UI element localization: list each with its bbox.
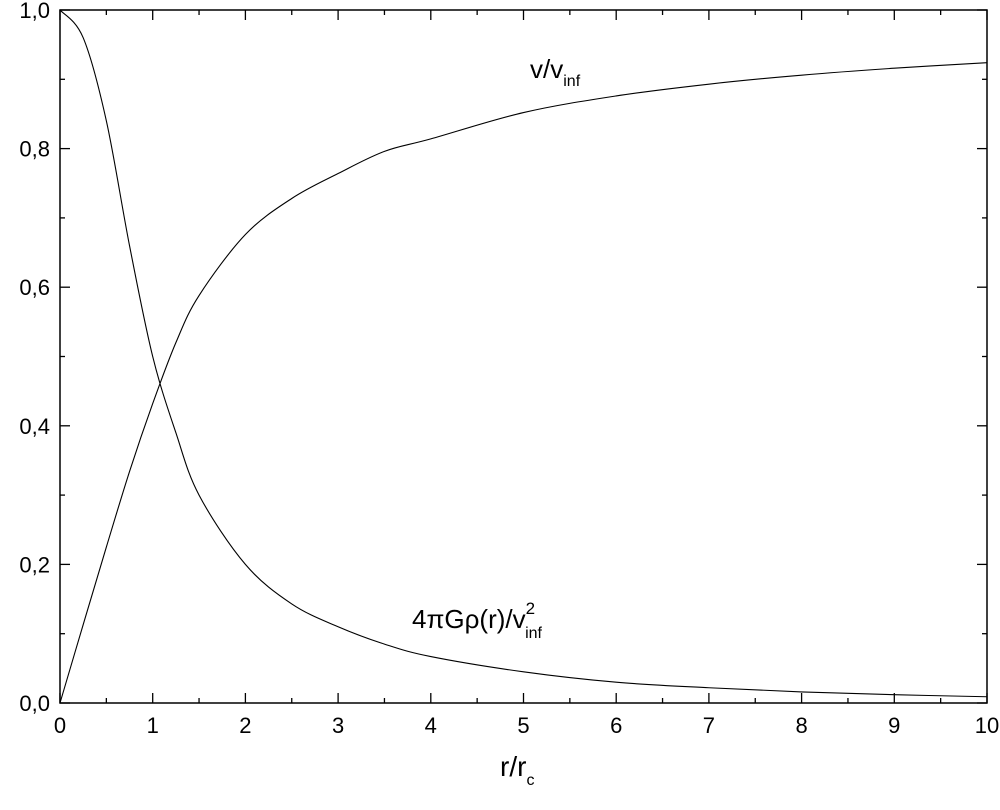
x-tick-label: 5: [517, 713, 529, 738]
x-tick-label: 4: [425, 713, 437, 738]
x-tick-label: 2: [239, 713, 251, 738]
y-tick-label: 0,0: [19, 691, 50, 716]
x-tick-label: 10: [975, 713, 999, 738]
x-axis-title-sub: c: [526, 772, 534, 789]
series-line-velocity: [59, 62, 988, 704]
series-label-velocity-sub: inf: [563, 73, 580, 90]
y-tick-labels: 0,0 0,2 0,4 0,6 0,8 1,0: [19, 0, 50, 716]
x-tick-label: 8: [795, 713, 807, 738]
y-tick-label: 1,0: [19, 0, 50, 23]
x-tick-labels: 0 1 2 3 4 5 6 7 8 9 10: [54, 713, 999, 738]
x-tick-label: 7: [703, 713, 715, 738]
axis-ticks: [59, 9, 988, 704]
y-tick-label: 0,2: [19, 552, 50, 577]
series-label-density-main: 4πGρ(r)/v: [412, 604, 526, 634]
x-tick-label: 0: [54, 713, 66, 738]
x-axis-title: r/rc: [500, 751, 534, 789]
series-lines: [59, 9, 988, 704]
series-label-density-sub: inf: [525, 625, 542, 642]
y-tick-label: 0,8: [19, 137, 50, 162]
x-tick-label: 1: [147, 713, 159, 738]
y-tick-label: 0,6: [19, 275, 50, 300]
x-tick-label: 3: [332, 713, 344, 738]
series-line-density: [59, 9, 988, 698]
y-tick-label: 0,4: [19, 414, 50, 439]
series-label-velocity-main: v/v: [530, 54, 563, 84]
series-label-velocity: v/vinf: [530, 54, 581, 90]
series-label-density-sup: 2: [526, 599, 535, 618]
series-label-density: 4πGρ(r)/v2 inf: [412, 599, 543, 642]
x-axis-title-main: r/r: [500, 751, 526, 782]
plot-frame: [59, 9, 988, 704]
x-tick-label: 6: [610, 713, 622, 738]
x-tick-label: 9: [888, 713, 900, 738]
